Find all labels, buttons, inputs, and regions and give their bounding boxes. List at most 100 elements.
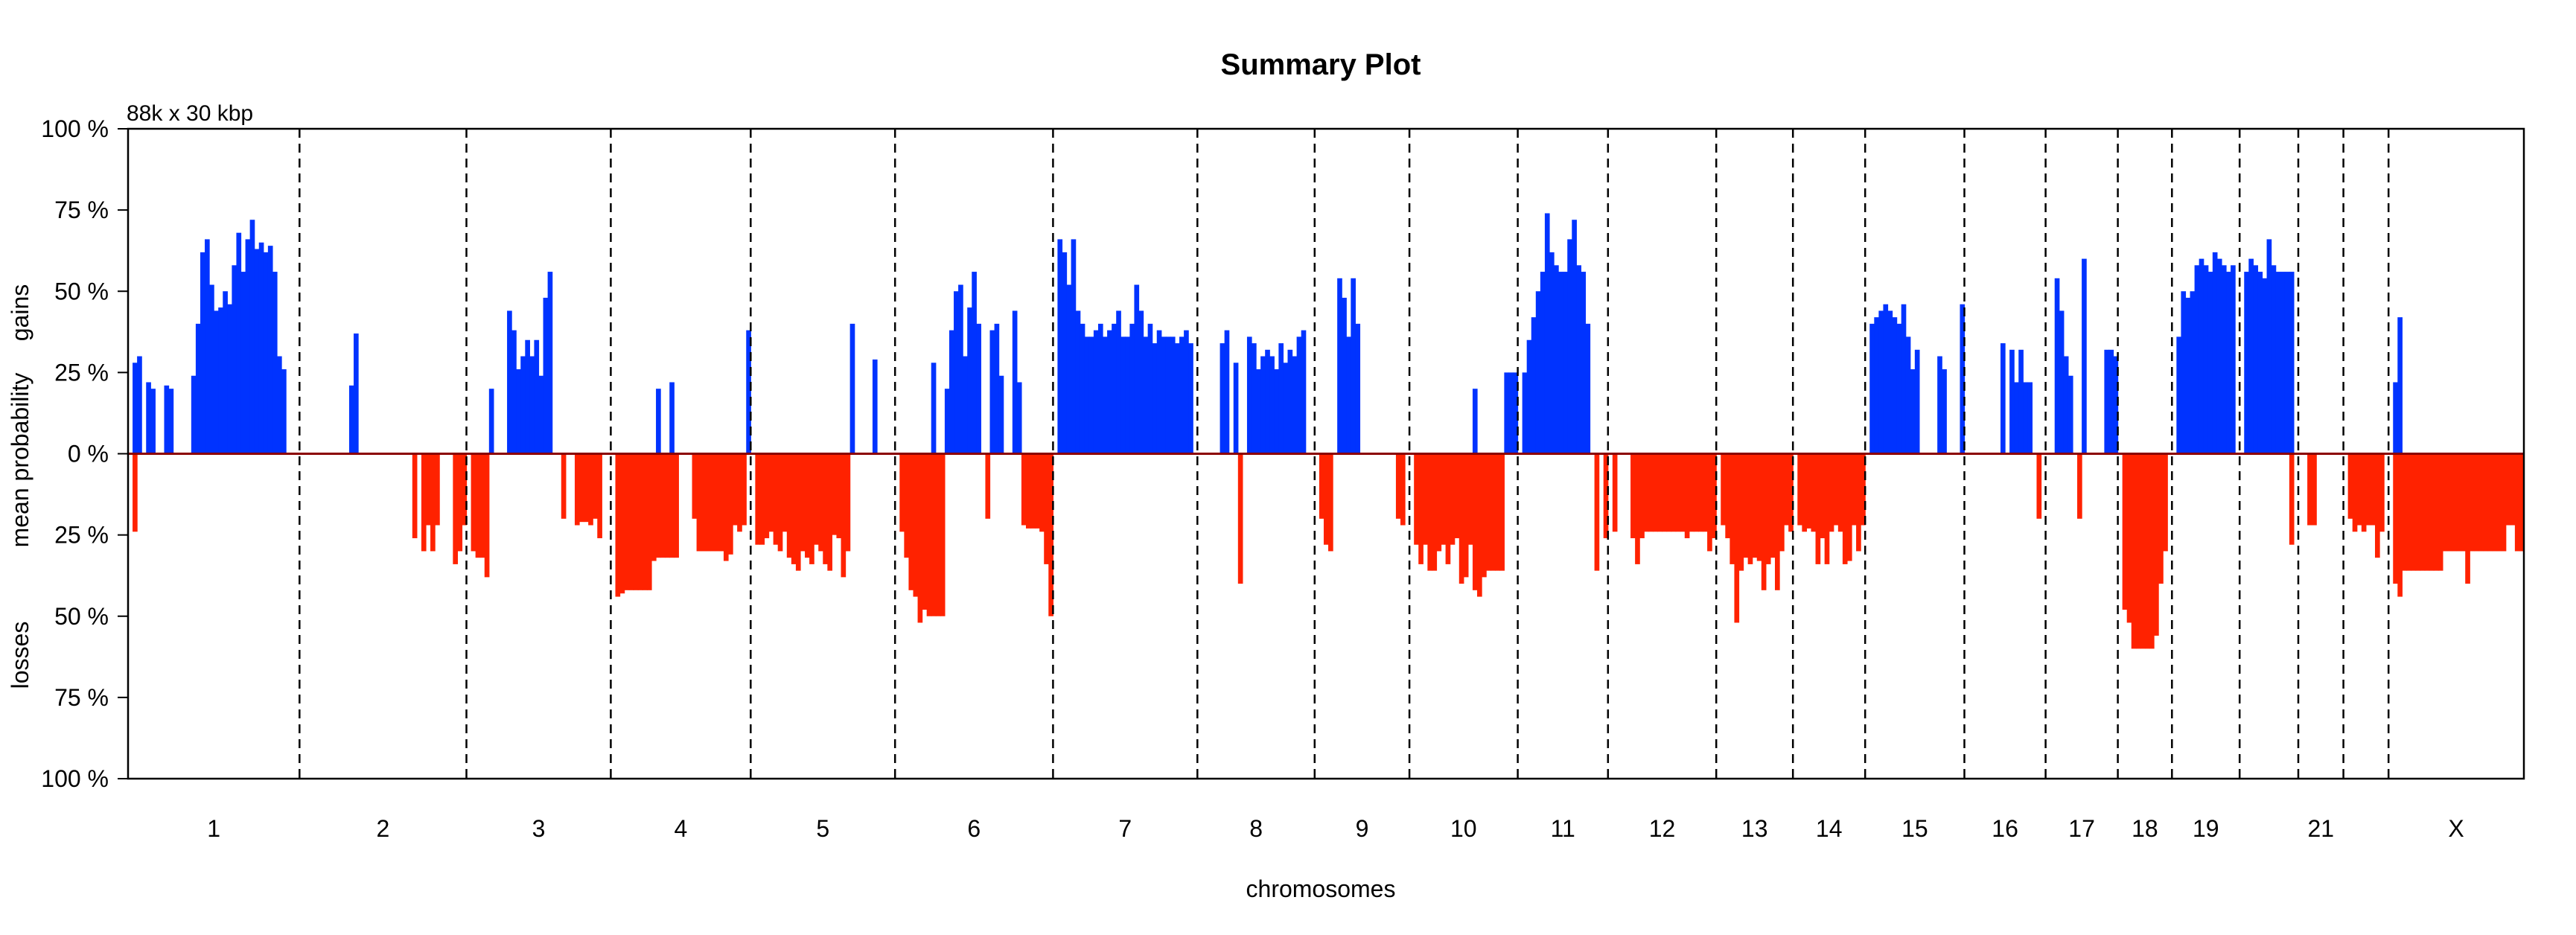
gain-bar — [2063, 356, 2069, 454]
chart-subtitle: 88k x 30 kbp — [127, 101, 253, 126]
loss-bar — [2347, 453, 2353, 519]
loss-bar — [1044, 453, 1049, 564]
gain-bar — [164, 385, 170, 454]
loss-bar — [2442, 453, 2448, 552]
gain-bar — [1576, 265, 1581, 454]
loss-bar — [1662, 453, 1668, 532]
loss-bar — [633, 453, 639, 590]
gain-bar — [1125, 336, 1130, 454]
loss-bar — [2429, 453, 2435, 571]
loss-bar — [1738, 453, 1744, 571]
gain-bar — [1910, 369, 1916, 454]
loss-bar — [814, 453, 819, 545]
gain-bar — [1057, 239, 1063, 454]
y-tick-label: 75 % — [54, 197, 109, 223]
gain-bar — [245, 239, 251, 454]
loss-bar — [1725, 453, 1730, 538]
gain-bar — [2231, 265, 2236, 454]
loss-bar — [926, 453, 932, 616]
loss-bar — [2420, 453, 2426, 571]
loss-bar — [2135, 453, 2141, 649]
gain-bar — [1107, 330, 1112, 454]
loss-bar — [1837, 453, 1843, 532]
gain-bar — [354, 334, 359, 454]
gain-bar — [2207, 272, 2213, 454]
gain-bar — [191, 375, 197, 454]
gain-bar — [200, 252, 205, 454]
loss-bar — [2487, 453, 2493, 552]
y-tick-label: 50 % — [54, 278, 109, 304]
loss-bar — [1680, 453, 1686, 532]
loss-bar — [1482, 453, 1487, 578]
loss-bar — [764, 453, 770, 538]
loss-bar — [1499, 453, 1505, 571]
loss-bar — [1671, 453, 1677, 532]
gain-bar — [2104, 349, 2110, 454]
loss-bar — [782, 453, 788, 532]
gain-bar — [1554, 265, 1559, 454]
loss-bar — [1445, 453, 1451, 564]
loss-bar — [2492, 453, 2498, 552]
gain-bar — [1188, 343, 1193, 454]
gain-bar — [1914, 349, 1920, 454]
loss-bar — [2375, 453, 2380, 558]
loss-bar — [2446, 453, 2452, 552]
loss-bar — [823, 453, 828, 564]
y-tick-label: 25 % — [54, 522, 109, 549]
loss-bar — [1048, 453, 1053, 616]
gain-bar — [1472, 389, 1478, 454]
loss-bar — [1743, 453, 1749, 558]
chromosome-label: 2 — [377, 815, 390, 842]
loss-bar — [1454, 453, 1460, 538]
loss-bar — [1414, 453, 1419, 545]
loss-bar — [768, 453, 774, 532]
gain-bar — [281, 369, 287, 454]
loss-bar — [940, 453, 946, 616]
plot-frame — [127, 127, 2525, 780]
loss-bar — [2411, 453, 2417, 571]
loss-bar — [584, 453, 589, 523]
gain-bar — [2185, 297, 2191, 454]
loss-bar — [1824, 453, 1830, 564]
gain-bar — [272, 272, 278, 454]
gain-bar — [1120, 336, 1126, 454]
gain-bar — [2023, 382, 2028, 454]
gain-bar — [1558, 272, 1563, 454]
loss-bar — [1653, 453, 1659, 532]
loss-bar — [2438, 453, 2443, 571]
gain-bar — [1224, 330, 1230, 454]
loss-bar — [656, 453, 661, 558]
loss-bar — [786, 453, 792, 558]
gain-bar — [236, 232, 242, 454]
loss-bar — [2406, 453, 2412, 571]
gain-bar — [976, 323, 981, 454]
loss-bar — [1319, 453, 1324, 519]
loss-bar — [1666, 453, 1672, 532]
y-axis-label-mean-probability: mean probability — [7, 373, 34, 548]
loss-bar — [705, 453, 711, 552]
gain-bar — [1260, 356, 1266, 454]
loss-bar — [1467, 453, 1473, 545]
gain-bar — [538, 375, 544, 454]
loss-bar — [1603, 453, 1609, 538]
gain-bar — [534, 339, 540, 454]
loss-bar — [755, 453, 761, 545]
loss-bar — [1721, 453, 1726, 526]
gain-bar — [1960, 304, 1966, 454]
gain-bar — [1084, 336, 1090, 454]
gain-bar — [525, 339, 530, 454]
y-tick-label: 100 % — [41, 115, 109, 142]
gain-bar — [1883, 304, 1889, 454]
loss-bar — [777, 453, 783, 552]
loss-bar — [1458, 453, 1464, 584]
loss-bar — [1491, 453, 1496, 571]
gain-bar — [849, 323, 855, 454]
gain-bar — [1535, 291, 1541, 454]
gain-bar — [2203, 265, 2209, 454]
loss-bar — [795, 453, 801, 571]
gain-bar — [2009, 349, 2015, 454]
loss-bar — [714, 453, 720, 552]
gain-bar — [1544, 213, 1550, 454]
gain-bar — [1012, 310, 1018, 454]
loss-bar — [827, 453, 832, 571]
